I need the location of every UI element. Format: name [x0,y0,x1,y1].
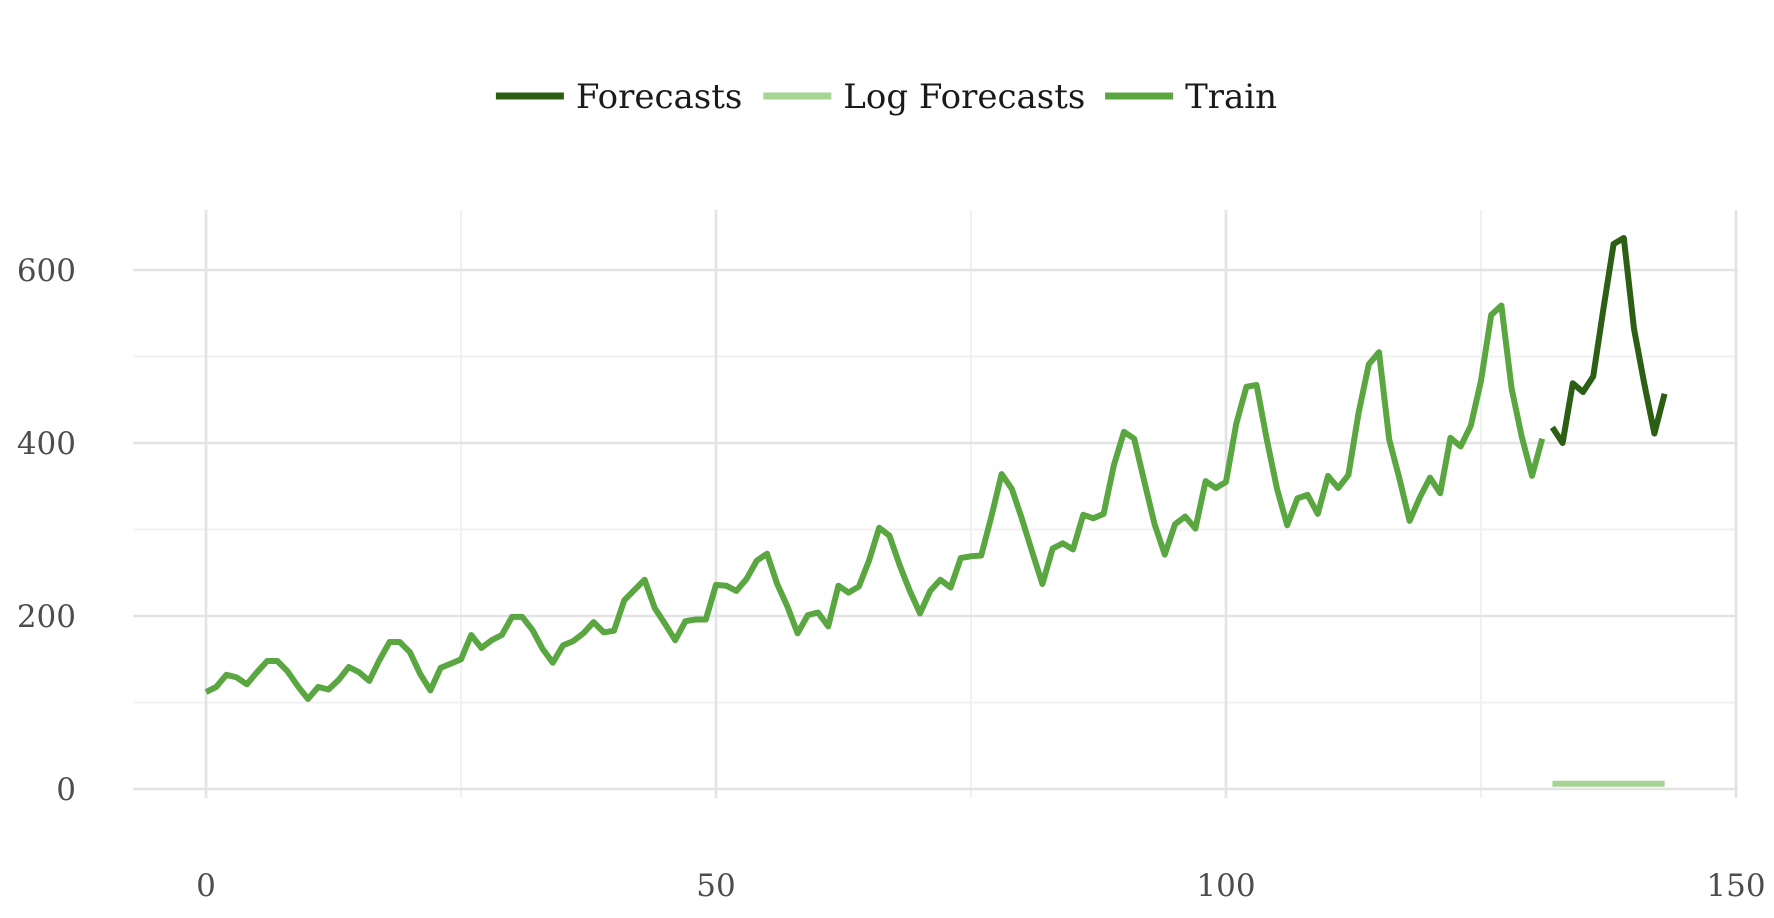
x-tick-label: 50 [696,868,735,904]
series-lines [204,235,1668,787]
y-tick-label: 200 [17,599,76,635]
axis-tick-labels: 0 200 400 600 0 50 100 150 [17,253,1766,904]
legend-label-train: Train [1185,77,1277,117]
legend-label-forecasts: Forecasts [576,77,742,117]
y-tick-label: 600 [17,253,76,289]
x-tick-label: 0 [196,868,216,904]
series-line-forecasts [1549,235,1668,446]
series-line-train [204,302,1546,702]
x-tick-label: 150 [1706,868,1765,904]
legend-label-log-forecasts: Log Forecasts [843,77,1085,117]
y-tick-label: 0 [56,772,76,808]
grid-lines [133,210,1738,798]
legend: Forecasts Log Forecasts Train [495,77,1277,117]
y-tick-label: 400 [17,426,76,462]
x-tick-label: 100 [1196,868,1255,904]
